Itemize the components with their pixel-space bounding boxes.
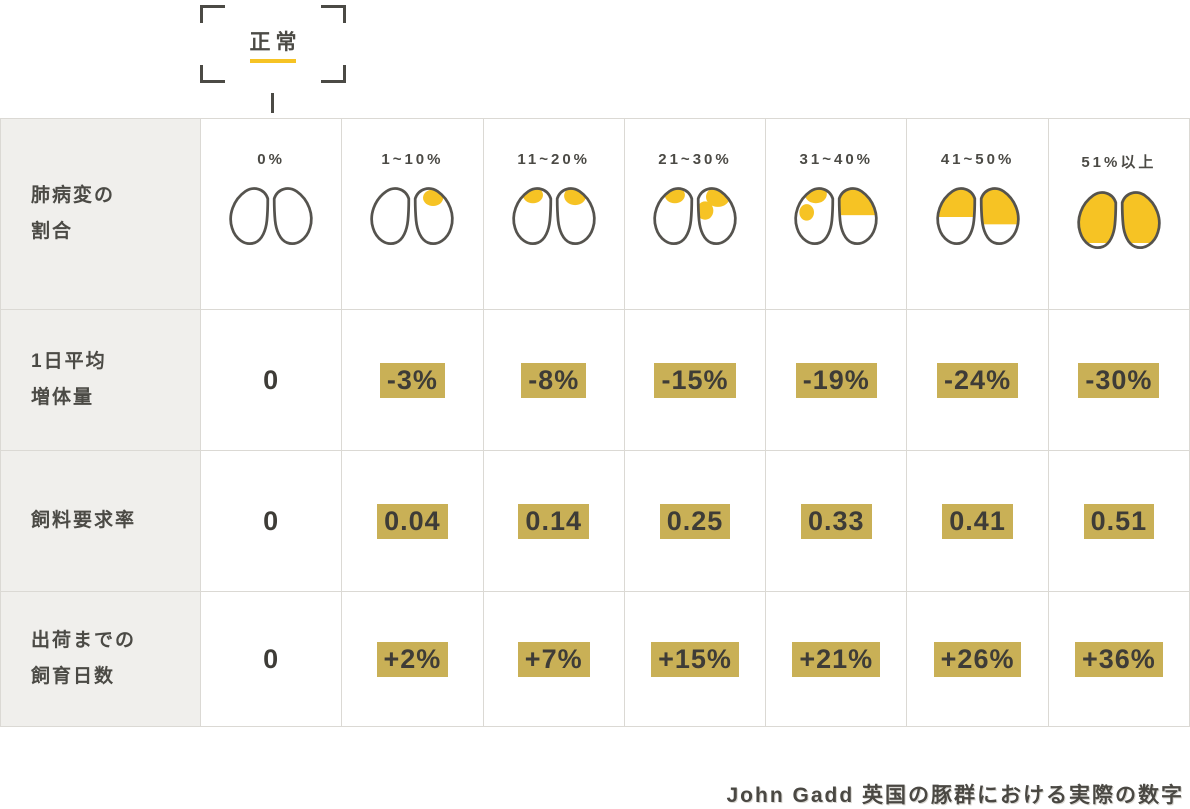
value-cell: -8% [483,310,624,450]
value: +21% [792,641,881,677]
normal-callout: 正常 [200,5,346,83]
value-cell: 0.25 [624,451,766,591]
value-cell: -15% [624,310,766,450]
column-header: 31~40% [766,119,907,309]
normal-label-underline [250,58,296,63]
column-header: 11~20% [483,119,624,309]
normal-label-wrap: 正常 [200,5,346,83]
value: -8% [521,362,587,398]
column-header: 21~30% [624,119,766,309]
value-cell: 0.51 [1048,451,1189,591]
value-cell: -19% [766,310,907,450]
column-label: 31~40% [799,151,874,168]
column-header: 1~10% [342,119,483,309]
value-cell: 0 [201,310,342,450]
row-header-days-to-shipment: 出荷までの 飼育日数 [1,592,200,726]
value-cell: 0.33 [766,451,907,591]
row-header-feed-conversion: 飼料要求率 [1,451,200,591]
value: +15% [651,641,739,677]
lung-icon [370,187,455,245]
value-cell: -30% [1048,310,1189,450]
row-header-line2: 飼育日数 [31,666,116,687]
value: 0.14 [518,503,589,539]
value: +36% [1074,641,1163,677]
value-cell: +2% [342,592,483,726]
value-cell: +15% [624,592,766,726]
lung-icon [512,187,596,245]
value: -24% [937,362,1019,398]
value: 0.25 [659,503,731,539]
bracket-corner [321,65,346,83]
column-label: 21~30% [658,151,732,168]
corner-header-cell: 肺病変の 割合 [1,119,200,309]
column-header: 0% [201,119,342,309]
value-cell: 0 [201,592,342,726]
value-cell: +26% [907,592,1048,726]
column-header: 41~50% [907,119,1048,309]
value-cell: 0 [201,451,342,591]
corner-header-line2: 割合 [31,221,74,242]
column-label: 0% [257,151,285,168]
bracket-corner [200,5,225,23]
value-cell: 0.41 [907,451,1048,591]
column-label: 11~20% [517,151,591,168]
value: 0.41 [942,503,1013,539]
value-cell: -3% [342,310,483,450]
callout-connector-line [271,93,274,113]
corner-header-line1: 肺病変の [31,184,116,206]
row-header-line1: 飼料要求率 [31,509,137,531]
value: 0 [263,505,280,536]
value: 0.51 [1083,503,1155,539]
lung-icon [1077,191,1161,249]
value: +26% [933,641,1022,677]
value: -15% [654,362,736,398]
value: 0.04 [377,503,448,539]
row-header-line2: 増体量 [31,387,95,408]
row-header-line1: 1日平均 [31,350,107,372]
row-header-line1: 出荷までの [31,629,137,651]
value: -19% [795,362,877,398]
column-label: 51%以上 [1081,154,1157,171]
value-cell: 0.04 [342,451,483,591]
column-header: 51%以上 [1048,119,1189,309]
lung-icon [229,187,313,245]
value: 0 [263,643,280,674]
bracket-corner [321,5,346,23]
lung-icon [653,187,737,245]
value: +7% [517,641,590,677]
value-cell: 0.14 [483,451,624,591]
value: 0 [263,364,280,395]
value: -3% [379,362,445,398]
value: +2% [376,641,449,677]
value-cell: +21% [766,592,907,726]
lung-icon [935,187,1020,245]
row-header-weight-gain: 1日平均 増体量 [1,310,200,450]
value-cell: +7% [483,592,624,726]
lung-lesion-table: 肺病変の 割合 0% 1~10% 11~20% 21~30% 31~40% 41… [0,118,1190,727]
value: 0.33 [801,503,872,539]
source-caption: John Gadd 英国の豚群における実際の数字 [726,784,1184,807]
lung-icon [794,187,878,245]
column-label: 1~10% [381,151,444,168]
column-label: 41~50% [940,151,1015,168]
normal-label: 正常 [249,30,302,54]
value-cell: +36% [1048,592,1189,726]
bracket-corner [200,65,225,83]
value-cell: -24% [907,310,1048,450]
value: -30% [1078,362,1160,398]
